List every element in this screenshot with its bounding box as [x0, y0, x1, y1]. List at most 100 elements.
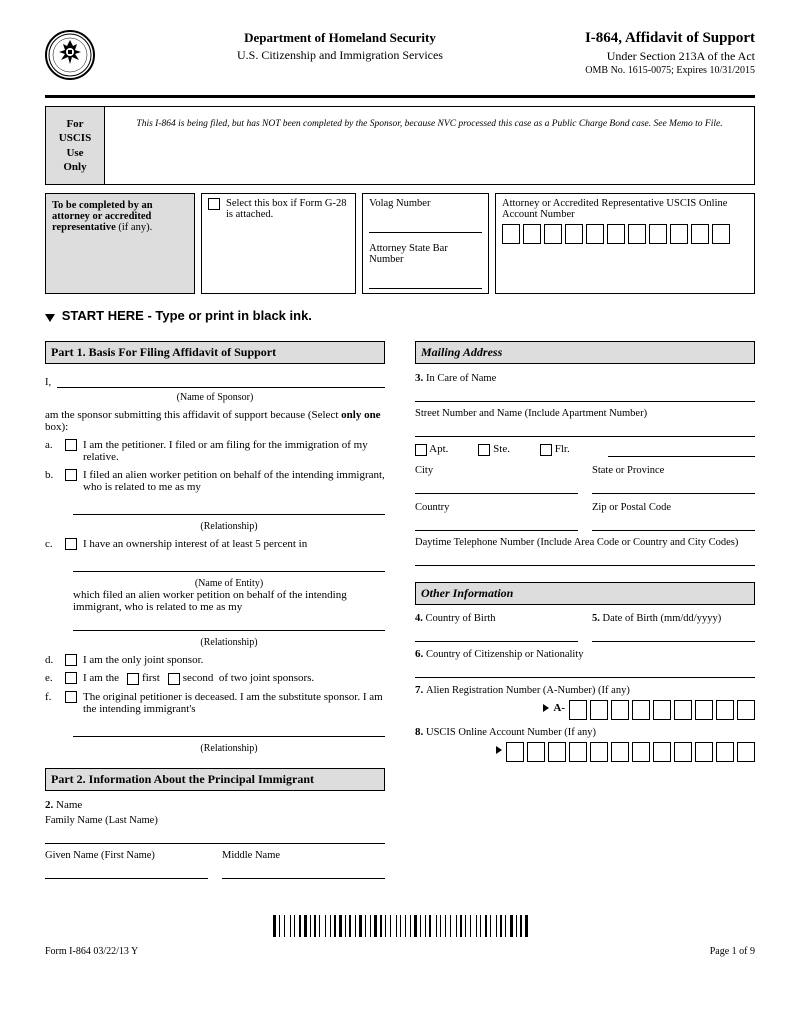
p2-middle-input[interactable]	[222, 863, 385, 879]
start-arrow-icon	[45, 314, 55, 322]
barcode-icon	[273, 915, 528, 937]
volag-label: Volag Number	[369, 198, 482, 209]
unit-number-input[interactable]	[608, 443, 755, 457]
ste-checkbox[interactable]	[478, 444, 490, 456]
opt-c-text: I have an ownership interest of at least…	[83, 538, 385, 550]
flr-checkbox[interactable]	[540, 444, 552, 456]
opt-f-text: The original petitioner is deceased. I a…	[83, 691, 385, 715]
start-here-row: START HERE - Type or print in black ink.	[45, 308, 755, 323]
form-header: Department of Homeland Security U.S. Cit…	[45, 30, 755, 80]
opt-e-tail: of two joint sponsors.	[219, 672, 314, 684]
apt-checkbox[interactable]	[415, 444, 427, 456]
other-coc-lbl: Country of Citizenship or Nationality	[426, 649, 583, 660]
opt-f-letter: f.	[45, 691, 59, 703]
opt-d-letter: d.	[45, 654, 59, 666]
sponsor-lead: I,	[45, 377, 51, 388]
opt-c-hint: (Name of Entity)	[73, 578, 385, 589]
right-column: Mailing Address 3. In Care of Name Stree…	[415, 341, 755, 884]
attorney-instruction: To be completed by an attorney or accred…	[45, 193, 195, 294]
volag-input[interactable]	[369, 217, 482, 233]
opt-f-checkbox[interactable]	[65, 691, 77, 703]
body-columns: Part 1. Basis For Filing Affidavit of Su…	[45, 341, 755, 884]
opt-a-checkbox[interactable]	[65, 439, 77, 451]
mail-incare-lbl: In Care of Name	[426, 373, 496, 384]
opt-b-hint: (Relationship)	[73, 521, 385, 532]
mail-street-input[interactable]	[415, 421, 755, 437]
uscis-box-line: Use	[50, 146, 100, 160]
opt-e-first-checkbox[interactable]	[127, 673, 139, 685]
dhs-seal-icon	[45, 30, 95, 80]
other-dob-input[interactable]	[592, 626, 755, 642]
opt-a-letter: a.	[45, 439, 59, 451]
opt-c-relationship-input[interactable]	[73, 615, 385, 631]
g28-checkbox[interactable]	[208, 198, 220, 210]
online-acct-cell: Attorney or Accredited Representative US…	[495, 193, 755, 294]
mail-country-input[interactable]	[415, 515, 578, 531]
online-acct-label: Attorney or Accredited Representative US…	[502, 198, 748, 220]
footer-left: Form I-864 03/22/13 Y	[45, 946, 138, 957]
flr-label: Flr.	[555, 443, 570, 455]
opt-e-second-label: second	[183, 672, 214, 684]
mail-zip-input[interactable]	[592, 515, 755, 531]
other-cob-input[interactable]	[415, 626, 578, 642]
mail-city-lbl: City	[415, 465, 578, 476]
arrow-icon	[543, 704, 549, 712]
opt-c-letter: c.	[45, 538, 59, 550]
department-name: Department of Homeland Security	[95, 30, 585, 46]
other-coc-input[interactable]	[415, 662, 755, 678]
opt-b-checkbox[interactable]	[65, 469, 77, 481]
form-subtitle: Under Section 213A of the Act	[585, 49, 755, 64]
a-number-boxes[interactable]	[569, 700, 755, 720]
opt-e-letter: e.	[45, 672, 59, 684]
uscis-online-boxes-2[interactable]	[506, 742, 755, 762]
opt-b-relationship-input[interactable]	[73, 499, 385, 515]
mail-city-input[interactable]	[415, 478, 578, 494]
p2-middle-lbl: Middle Name	[222, 850, 385, 861]
opt-e-row: I am the first second of two joint spons…	[83, 672, 385, 684]
prompt-b: only one	[341, 409, 380, 421]
opt-f-hint: (Relationship)	[73, 743, 385, 754]
p2-family-input[interactable]	[45, 828, 385, 844]
prompt-a: am the sponsor submitting this affidavit…	[45, 409, 338, 421]
other-alien-lbl: Alien Registration Number (A-Number) (If…	[426, 685, 630, 696]
uscis-use-only-box: For USCIS Use Only	[45, 106, 105, 185]
mail-state-input[interactable]	[592, 478, 755, 494]
agency-name: U.S. Citizenship and Immigration Service…	[95, 48, 585, 63]
apt-label: Apt.	[429, 443, 448, 455]
p2-given-input[interactable]	[45, 863, 208, 879]
opt-b-text: I filed an alien worker petition on beha…	[83, 469, 385, 493]
opt-e-second-checkbox[interactable]	[168, 673, 180, 685]
omb-number: OMB No. 1615-0075; Expires 10/31/2015	[585, 65, 755, 76]
form-title: I-864, Affidavit of Support	[585, 30, 755, 47]
other-cob-lbl: Country of Birth	[426, 613, 496, 624]
g28-cell: Select this box if Form G-28 is attached…	[201, 193, 356, 294]
mail-phone-input[interactable]	[415, 550, 755, 566]
mailing-header: Mailing Address	[415, 341, 755, 364]
opt-c-entity-input[interactable]	[73, 556, 385, 572]
mail-country-lbl: Country	[415, 502, 578, 513]
opt-f-relationship-input[interactable]	[73, 721, 385, 737]
uscis-box-line: Only	[50, 160, 100, 174]
opt-e-lead: I am the	[83, 672, 119, 684]
mail-incare-input[interactable]	[415, 386, 755, 402]
opt-e-checkbox[interactable]	[65, 672, 77, 684]
opt-d-checkbox[interactable]	[65, 654, 77, 666]
uscis-box-line: For	[50, 117, 100, 131]
other-info-header: Other Information	[415, 582, 755, 605]
attorney-instruction-tail: (if any).	[116, 222, 152, 233]
other-uscis-lbl: USCIS Online Account Number (If any)	[426, 727, 596, 738]
opt-b-letter: b.	[45, 469, 59, 481]
mail-unit-type: Apt. Ste. Flr.	[415, 443, 755, 457]
uscis-box-line: USCIS	[50, 131, 100, 145]
opt-c-relhint: (Relationship)	[73, 637, 385, 648]
opt-e-first-label: first	[142, 672, 160, 684]
mail-phone-lbl: Daytime Telephone Number (Include Area C…	[415, 537, 755, 548]
sponsor-name-input[interactable]	[57, 374, 385, 388]
online-acct-boxes[interactable]	[502, 224, 748, 244]
barnum-input[interactable]	[369, 273, 482, 289]
footer-right: Page 1 of 9	[710, 946, 755, 957]
opt-d-text: I am the only joint sponsor.	[83, 654, 385, 666]
header-rule	[45, 95, 755, 98]
opt-c-checkbox[interactable]	[65, 538, 77, 550]
sponsor-name-hint: (Name of Sponsor)	[45, 392, 385, 403]
